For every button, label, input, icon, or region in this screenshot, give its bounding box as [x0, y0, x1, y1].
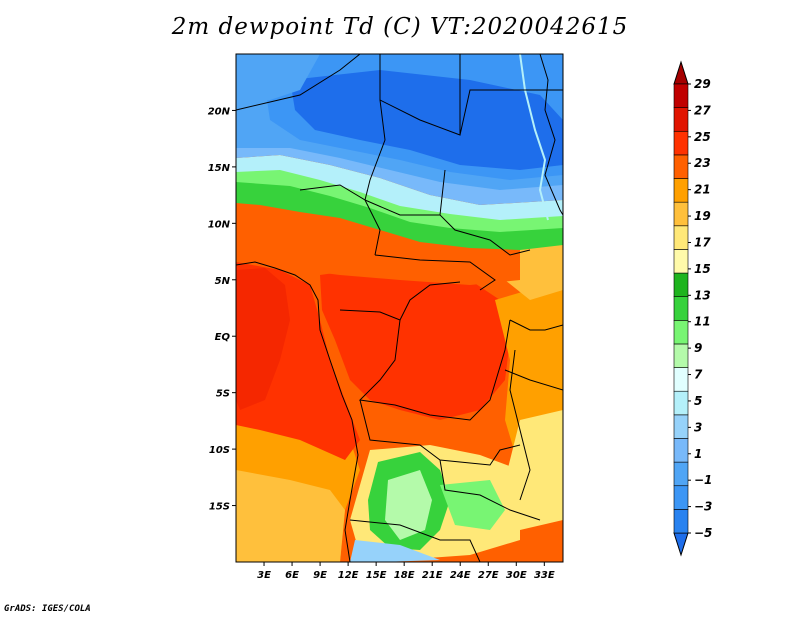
colorbar-label: 25 [694, 130, 711, 144]
lon-tick-label: 9E [313, 570, 327, 581]
lat-tick-label: 10N [208, 219, 231, 230]
colorbar-segment [673, 320, 689, 345]
colorbar-segment [673, 130, 689, 156]
lat-tick-label: 15S [209, 502, 230, 513]
lon-tick-label: 3E [257, 570, 271, 581]
lon-tick-label: 6E [285, 570, 299, 581]
colorbar-label: 5 [694, 394, 702, 408]
field-south-yellow [236, 470, 345, 562]
border-sahara-3 [379, 54, 461, 136]
colorbar-segment [673, 485, 689, 510]
field-sahara-nw [236, 54, 320, 105]
lon-tick-label: 33E [534, 570, 555, 581]
colorbar-low-triangle [673, 532, 689, 557]
colorbar-segment [673, 296, 689, 321]
colorbar-label: 7 [694, 368, 703, 382]
field-guinea-band [236, 205, 520, 285]
colorbar-segment [673, 367, 689, 392]
lon-tick-label: 15E [366, 570, 387, 581]
colorbar-label: 1 [694, 447, 702, 461]
field-congo [320, 268, 510, 420]
credit-text: GrADS: IGES/COLA [4, 604, 91, 614]
colorbar-label: −3 [694, 500, 712, 514]
border-sahara-4 [459, 89, 563, 136]
colorbar-segment [673, 83, 689, 108]
colorbar-label: 3 [694, 420, 702, 434]
colorbar-segment [673, 343, 689, 368]
colorbar-label: 11 [694, 315, 711, 329]
colorbar-label: 27 [694, 103, 711, 117]
field-sahel-cyan [236, 155, 563, 220]
lat-tick-label: 20N [208, 106, 231, 117]
map-title: 2m dewpoint Td (C) VT:2020042615 [171, 14, 629, 40]
colorbar-label: 17 [694, 235, 711, 249]
border-zambia [439, 459, 541, 521]
border-lakes [509, 349, 531, 501]
lon-tick-label: 27E [478, 570, 499, 581]
colorbar-label: 13 [694, 288, 711, 302]
border-namibia [349, 519, 481, 562]
colorbar-high-triangle [673, 60, 689, 85]
latitude-axis: 20N 15N 10N 5N EQ 5S 10S 15S [208, 106, 236, 513]
colorbar-segment [673, 107, 689, 132]
field-sahel [236, 178, 563, 250]
map-frame [235, 53, 564, 563]
colorbar-segment [673, 201, 689, 227]
colorbar-label: 21 [694, 183, 711, 197]
colorbar-segment [673, 509, 689, 534]
border-car [374, 254, 496, 291]
colorbar-segment [673, 272, 689, 297]
field-sahara-deep [290, 70, 563, 170]
colorbar-segment [673, 249, 689, 274]
field-kalahari-pale [385, 470, 432, 540]
colorbar-segment [673, 438, 689, 463]
colorbar-segment [673, 178, 689, 203]
border-drc [358, 319, 511, 421]
border-nile-coast [539, 54, 563, 216]
colorbar-segment [673, 390, 689, 416]
lon-tick-label: 24E [450, 570, 471, 581]
colorbar-label: 23 [694, 156, 711, 170]
colorbar-segment [673, 414, 689, 439]
lon-tick-label: 30E [506, 570, 527, 581]
colorbar-label: −5 [694, 526, 712, 540]
border-sahara-2 [364, 54, 386, 201]
field-atlantic [236, 262, 360, 460]
border-sahel-2 [439, 169, 531, 256]
field-south-blue [350, 540, 440, 562]
dewpoint-field [236, 54, 563, 562]
colorbar-segment [673, 154, 689, 179]
field-nile [519, 54, 549, 221]
country-borders [236, 54, 563, 562]
border-west-coast [236, 261, 359, 562]
field-kalahari-east [440, 480, 505, 530]
lon-tick-label: 21E [422, 570, 443, 581]
colorbar-label: 19 [694, 209, 711, 223]
border-congo [339, 281, 461, 321]
colorbar-label: 29 [694, 77, 711, 91]
lat-tick-label: 5N [215, 276, 231, 287]
lon-tick-label: 18E [394, 570, 415, 581]
lat-tick-label: 10S [209, 445, 230, 456]
longitude-axis: 3E 6E 9E 12E 15E 18E 21E 24E 27E 30E 33E [257, 562, 555, 581]
lat-tick-label: 5S [216, 389, 230, 400]
border-chad [364, 199, 440, 216]
colorbar-label: −1 [694, 473, 712, 487]
colorbar-segment [673, 225, 689, 250]
border-sahara-1 [236, 54, 361, 111]
field-atlantic-dark [236, 268, 290, 410]
colorbar-label: 15 [694, 262, 711, 276]
colorbar-label: 9 [694, 341, 702, 355]
border-east-2 [504, 369, 563, 391]
lat-tick-label: EQ [215, 332, 231, 343]
lat-tick-label: 15N [208, 163, 231, 174]
lon-tick-label: 12E [338, 570, 359, 581]
border-east-1 [509, 319, 563, 331]
colorbar-segment [673, 461, 689, 487]
